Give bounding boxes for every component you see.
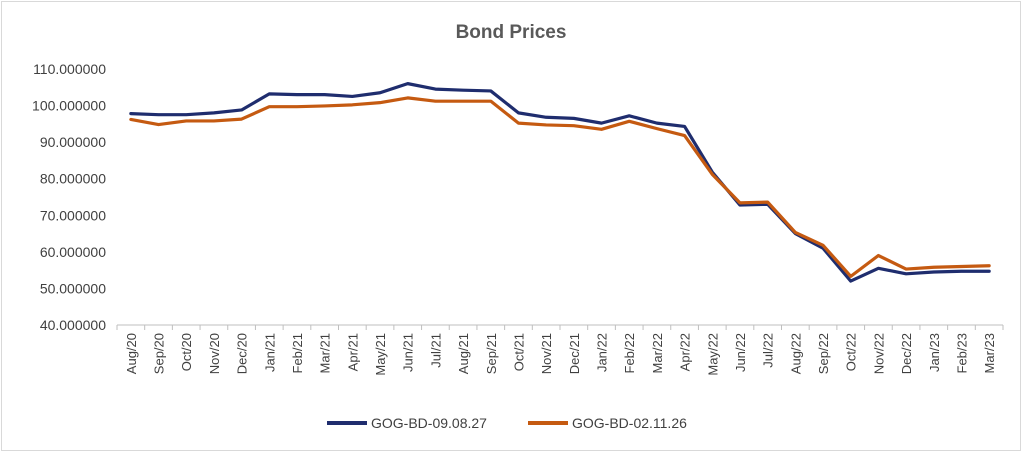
x-tick-label: Sep/21 bbox=[484, 333, 499, 374]
x-tick-label: Mar/22 bbox=[650, 333, 665, 373]
x-tick-label: Jul/21 bbox=[428, 333, 443, 368]
x-tick-label: Jan/22 bbox=[595, 333, 610, 372]
x-tick-label: Nov/21 bbox=[539, 333, 554, 374]
x-tick-label: Dec/20 bbox=[235, 333, 250, 374]
legend: GOG-BD-09.08.27 GOG-BD-02.11.26 bbox=[327, 415, 687, 431]
x-tick-label: Dec/22 bbox=[899, 333, 914, 374]
x-tick-label: Oct/21 bbox=[511, 333, 526, 371]
x-tick-label: Aug/20 bbox=[124, 333, 139, 374]
x-tick-label: Nov/22 bbox=[871, 333, 886, 374]
x-tick-label: Dec/21 bbox=[567, 333, 582, 374]
x-tick-label: Jun/22 bbox=[733, 333, 748, 372]
y-tick-label: 60.000000 bbox=[40, 244, 106, 260]
y-tick-label: 40.000000 bbox=[40, 317, 106, 333]
x-tick-label: Sep/20 bbox=[152, 333, 167, 374]
x-tick-label: Aug/21 bbox=[456, 333, 471, 374]
legend-label-1: GOG-BD-09.08.27 bbox=[371, 415, 487, 431]
x-tick-label: Oct/20 bbox=[179, 333, 194, 371]
x-tick-label: Apr/22 bbox=[678, 333, 693, 371]
x-tick-label: Jun/21 bbox=[401, 333, 416, 372]
series-lines bbox=[129, 82, 991, 283]
chart-title: Bond Prices bbox=[456, 22, 567, 43]
x-axis: Aug/20 Sep/20 Oct/20 Nov/20 Dec/20 Jan/21 Feb/… bbox=[116, 324, 1004, 376]
y-tick-label: 80.000000 bbox=[40, 171, 106, 187]
series-line-2 bbox=[129, 96, 991, 278]
x-tick-label: May/22 bbox=[705, 333, 720, 376]
x-tick-label: Mar/21 bbox=[318, 333, 333, 373]
x-tick-label: Feb/21 bbox=[290, 333, 305, 373]
y-tick-label: 70.000000 bbox=[40, 207, 106, 223]
x-tick-label: Feb/22 bbox=[622, 333, 637, 373]
x-tick-label: Jul/22 bbox=[761, 333, 776, 368]
y-tick-label: 100.000000 bbox=[32, 98, 106, 114]
x-tick-label: Nov/20 bbox=[207, 333, 222, 374]
y-tick-label: 90.000000 bbox=[40, 134, 106, 150]
x-tick-label: Jan/23 bbox=[927, 333, 942, 372]
y-axis: 40.000000 50.000000 60.000000 70.000000 80.0… bbox=[32, 61, 106, 333]
series-line-1 bbox=[129, 82, 991, 283]
y-tick-label: 50.000000 bbox=[40, 280, 106, 296]
x-tick-label: Jan/21 bbox=[262, 333, 277, 372]
x-tick-label: Aug/22 bbox=[788, 333, 803, 374]
x-tick-label: May/21 bbox=[373, 333, 388, 376]
y-tick-label: 110.000000 bbox=[33, 61, 106, 77]
x-tick-label: Apr/21 bbox=[345, 333, 360, 371]
x-tick-label: Oct/22 bbox=[844, 333, 859, 371]
x-tick-label: Sep/22 bbox=[816, 333, 831, 374]
x-tick-label: Mar/23 bbox=[982, 333, 997, 373]
legend-label-2: GOG-BD-02.11.26 bbox=[572, 415, 687, 431]
x-tick-label: Feb/23 bbox=[954, 333, 969, 373]
